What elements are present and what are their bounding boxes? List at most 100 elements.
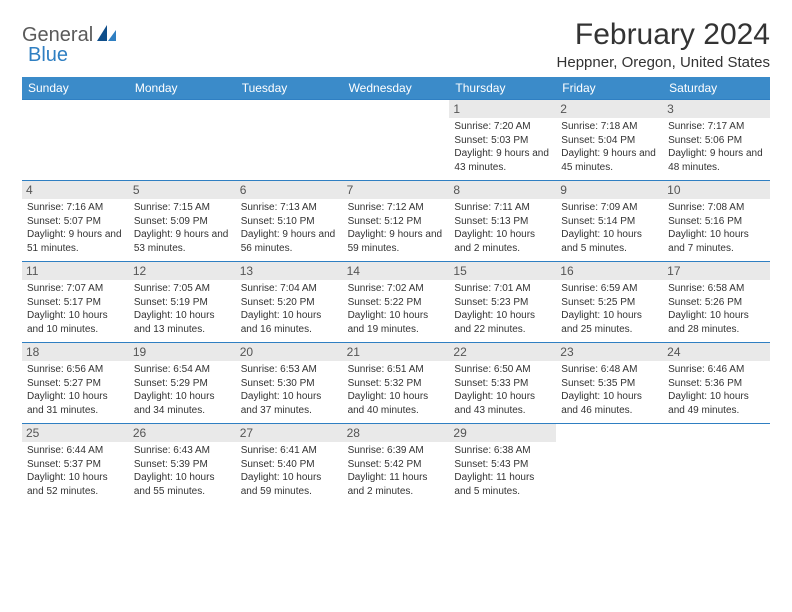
day-info: Sunrise: 6:53 AMSunset: 5:30 PMDaylight:…: [241, 363, 338, 417]
day-cell: 5Sunrise: 7:15 AMSunset: 5:09 PMDaylight…: [129, 181, 236, 261]
day-info: Sunrise: 6:51 AMSunset: 5:32 PMDaylight:…: [348, 363, 445, 417]
weekday-thursday: Thursday: [449, 77, 556, 99]
week-row: 1 Sunrise: 7:20 AMSunset: 5:03 PMDaylight…: [22, 99, 770, 180]
logo: General: [22, 18, 118, 47]
day-cell: 20 Sunrise: 6:53 AMSunset: 5:30 PMDayligh…: [236, 343, 343, 423]
weekday-tuesday: Tuesday: [236, 77, 343, 99]
day-cell: 19Sunrise: 6:54 AMSunset: 5:29 PMDayligh…: [129, 343, 236, 423]
day-info: Sunrise: 6:44 AMSunset: 5:37 PMDaylight:…: [27, 444, 124, 498]
week-row: 25 Sunrise: 6:44 AMSunset: 5:37 PMDayligh…: [22, 423, 770, 504]
day-number: 16: [556, 262, 663, 280]
day-number: 27: [236, 424, 343, 442]
day-info: Sunrise: 7:20 AMSunset: 5:03 PMDaylight:…: [454, 120, 551, 174]
day-info: Sunrise: 7:07 AMSunset: 5:17 PMDaylight:…: [27, 282, 124, 336]
day-number: 28: [343, 424, 450, 442]
day-number: 4: [22, 181, 129, 199]
day-number: 23: [556, 343, 663, 361]
day-number: 10: [663, 181, 770, 199]
day-number: 15: [449, 262, 556, 280]
day-info: Sunrise: 7:09 AMSunset: 5:14 PMDaylight:…: [561, 201, 658, 255]
week-row: 18Sunrise: 6:56 AMSunset: 5:27 PMDayligh…: [22, 342, 770, 423]
logo-sail-icon: [96, 24, 118, 47]
day-cell-empty: [236, 100, 343, 180]
week-row: 4 Sunrise: 7:16 AMSunset: 5:07 PMDaylight…: [22, 180, 770, 261]
day-number: 2: [556, 100, 663, 118]
day-info: Sunrise: 7:04 AMSunset: 5:20 PMDaylight:…: [241, 282, 338, 336]
day-info: Sunrise: 7:15 AMSunset: 5:09 PMDaylight:…: [134, 201, 231, 255]
day-number: 29: [449, 424, 556, 442]
day-number: 1: [449, 100, 556, 118]
logo-text-blue: Blue: [28, 44, 68, 66]
day-cell: 17Sunrise: 6:58 AMSunset: 5:26 PMDayligh…: [663, 262, 770, 342]
day-cell-empty: [663, 424, 770, 504]
weekday-friday: Friday: [556, 77, 663, 99]
day-info: Sunrise: 7:12 AMSunset: 5:12 PMDaylight:…: [348, 201, 445, 255]
day-cell-empty: [556, 424, 663, 504]
weeks-container: 1 Sunrise: 7:20 AMSunset: 5:03 PMDaylight…: [22, 99, 770, 504]
day-number: 12: [129, 262, 236, 280]
day-info: Sunrise: 7:16 AMSunset: 5:07 PMDaylight:…: [27, 201, 124, 255]
day-cell: 25 Sunrise: 6:44 AMSunset: 5:37 PMDayligh…: [22, 424, 129, 504]
day-cell: 1 Sunrise: 7:20 AMSunset: 5:03 PMDaylight…: [449, 100, 556, 180]
day-cell: 29 Sunrise: 6:38 AMSunset: 5:43 PMDayligh…: [449, 424, 556, 504]
day-number: 11: [22, 262, 129, 280]
week-row: 11 Sunrise: 7:07 AMSunset: 5:17 PMDayligh…: [22, 261, 770, 342]
weekday-sunday: Sunday: [22, 77, 129, 99]
day-cell: 26 Sunrise: 6:43 AMSunset: 5:39 PMDayligh…: [129, 424, 236, 504]
day-cell-empty: [129, 100, 236, 180]
day-cell: 12 Sunrise: 7:05 AMSunset: 5:19 PMDayligh…: [129, 262, 236, 342]
day-cell: 6 Sunrise: 7:13 AMSunset: 5:10 PMDaylight…: [236, 181, 343, 261]
day-cell: 24 Sunrise: 6:46 AMSunset: 5:36 PMDayligh…: [663, 343, 770, 423]
day-info: Sunrise: 7:01 AMSunset: 5:23 PMDaylight:…: [454, 282, 551, 336]
day-info: Sunrise: 7:05 AMSunset: 5:19 PMDaylight:…: [134, 282, 231, 336]
day-number: 9: [556, 181, 663, 199]
day-cell: 11 Sunrise: 7:07 AMSunset: 5:17 PMDayligh…: [22, 262, 129, 342]
day-info: Sunrise: 6:39 AMSunset: 5:42 PMDaylight:…: [348, 444, 445, 498]
day-cell: 27 Sunrise: 6:41 AMSunset: 5:40 PMDayligh…: [236, 424, 343, 504]
weekday-monday: Monday: [129, 77, 236, 99]
month-title: February 2024: [557, 18, 770, 52]
day-info: Sunrise: 6:41 AMSunset: 5:40 PMDaylight:…: [241, 444, 338, 498]
day-info: Sunrise: 7:08 AMSunset: 5:16 PMDaylight:…: [668, 201, 765, 255]
calendar: SundayMondayTuesdayWednesdayThursdayFrid…: [22, 77, 770, 504]
day-cell-empty: [343, 100, 450, 180]
day-info: Sunrise: 6:46 AMSunset: 5:36 PMDaylight:…: [668, 363, 765, 417]
day-number: 21: [343, 343, 450, 361]
day-cell: 23Sunrise: 6:48 AMSunset: 5:35 PMDayligh…: [556, 343, 663, 423]
day-info: Sunrise: 6:58 AMSunset: 5:26 PMDaylight:…: [668, 282, 765, 336]
day-number: 24: [663, 343, 770, 361]
day-cell: 15 Sunrise: 7:01 AMSunset: 5:23 PMDayligh…: [449, 262, 556, 342]
day-info: Sunrise: 6:59 AMSunset: 5:25 PMDaylight:…: [561, 282, 658, 336]
day-cell: 3Sunrise: 7:17 AMSunset: 5:06 PMDaylight…: [663, 100, 770, 180]
day-info: Sunrise: 6:50 AMSunset: 5:33 PMDaylight:…: [454, 363, 551, 417]
day-cell: 13 Sunrise: 7:04 AMSunset: 5:20 PMDayligh…: [236, 262, 343, 342]
day-info: Sunrise: 7:17 AMSunset: 5:06 PMDaylight:…: [668, 120, 765, 174]
day-number: 18: [22, 343, 129, 361]
day-info: Sunrise: 7:13 AMSunset: 5:10 PMDaylight:…: [241, 201, 338, 255]
day-number: 22: [449, 343, 556, 361]
location-subtitle: Heppner, Oregon, United States: [557, 54, 770, 71]
header: General February 2024 Heppner, Oregon, U…: [22, 18, 770, 71]
day-info: Sunrise: 7:18 AMSunset: 5:04 PMDaylight:…: [561, 120, 658, 174]
day-cell: 8 Sunrise: 7:11 AMSunset: 5:13 PMDaylight…: [449, 181, 556, 261]
day-cell: 18Sunrise: 6:56 AMSunset: 5:27 PMDayligh…: [22, 343, 129, 423]
day-info: Sunrise: 7:11 AMSunset: 5:13 PMDaylight:…: [454, 201, 551, 255]
day-number: 20: [236, 343, 343, 361]
day-number: 14: [343, 262, 450, 280]
day-cell: 22 Sunrise: 6:50 AMSunset: 5:33 PMDayligh…: [449, 343, 556, 423]
day-cell: 4 Sunrise: 7:16 AMSunset: 5:07 PMDaylight…: [22, 181, 129, 261]
day-number: 13: [236, 262, 343, 280]
day-info: Sunrise: 6:54 AMSunset: 5:29 PMDaylight:…: [134, 363, 231, 417]
day-number: 7: [343, 181, 450, 199]
day-cell: 21 Sunrise: 6:51 AMSunset: 5:32 PMDayligh…: [343, 343, 450, 423]
day-number: 26: [129, 424, 236, 442]
day-number: 25: [22, 424, 129, 442]
day-cell: 7 Sunrise: 7:12 AMSunset: 5:12 PMDaylight…: [343, 181, 450, 261]
day-cell: 16 Sunrise: 6:59 AMSunset: 5:25 PMDayligh…: [556, 262, 663, 342]
weekday-header-row: SundayMondayTuesdayWednesdayThursdayFrid…: [22, 77, 770, 99]
day-number: 8: [449, 181, 556, 199]
day-info: Sunrise: 6:38 AMSunset: 5:43 PMDaylight:…: [454, 444, 551, 498]
day-info: Sunrise: 6:43 AMSunset: 5:39 PMDaylight:…: [134, 444, 231, 498]
title-block: February 2024 Heppner, Oregon, United St…: [557, 18, 770, 71]
day-number: 6: [236, 181, 343, 199]
